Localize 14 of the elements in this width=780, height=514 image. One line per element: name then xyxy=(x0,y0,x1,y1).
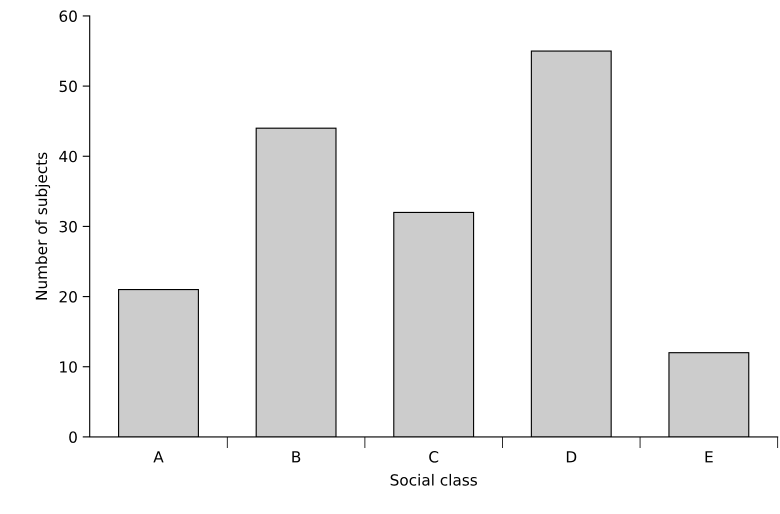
y-tick-label: 60 xyxy=(60,10,77,22)
x-tick-label: B xyxy=(292,451,300,462)
x-tick-label: A xyxy=(153,451,164,462)
x-tick-label: D xyxy=(566,451,576,462)
y-tick-label: 0 xyxy=(69,431,77,443)
x-tick-label: C xyxy=(429,451,438,463)
y-tick-label: 40 xyxy=(59,150,77,162)
x-axis-title: Social class xyxy=(390,474,477,486)
y-axis-title: Number of subjects xyxy=(35,152,50,300)
x-tick-label: E xyxy=(706,451,713,462)
y-tick-label: 10 xyxy=(60,361,77,373)
y-tick-label: 20 xyxy=(60,291,77,303)
y-tick-label: 30 xyxy=(60,220,77,232)
y-tick-label: 50 xyxy=(60,80,77,92)
